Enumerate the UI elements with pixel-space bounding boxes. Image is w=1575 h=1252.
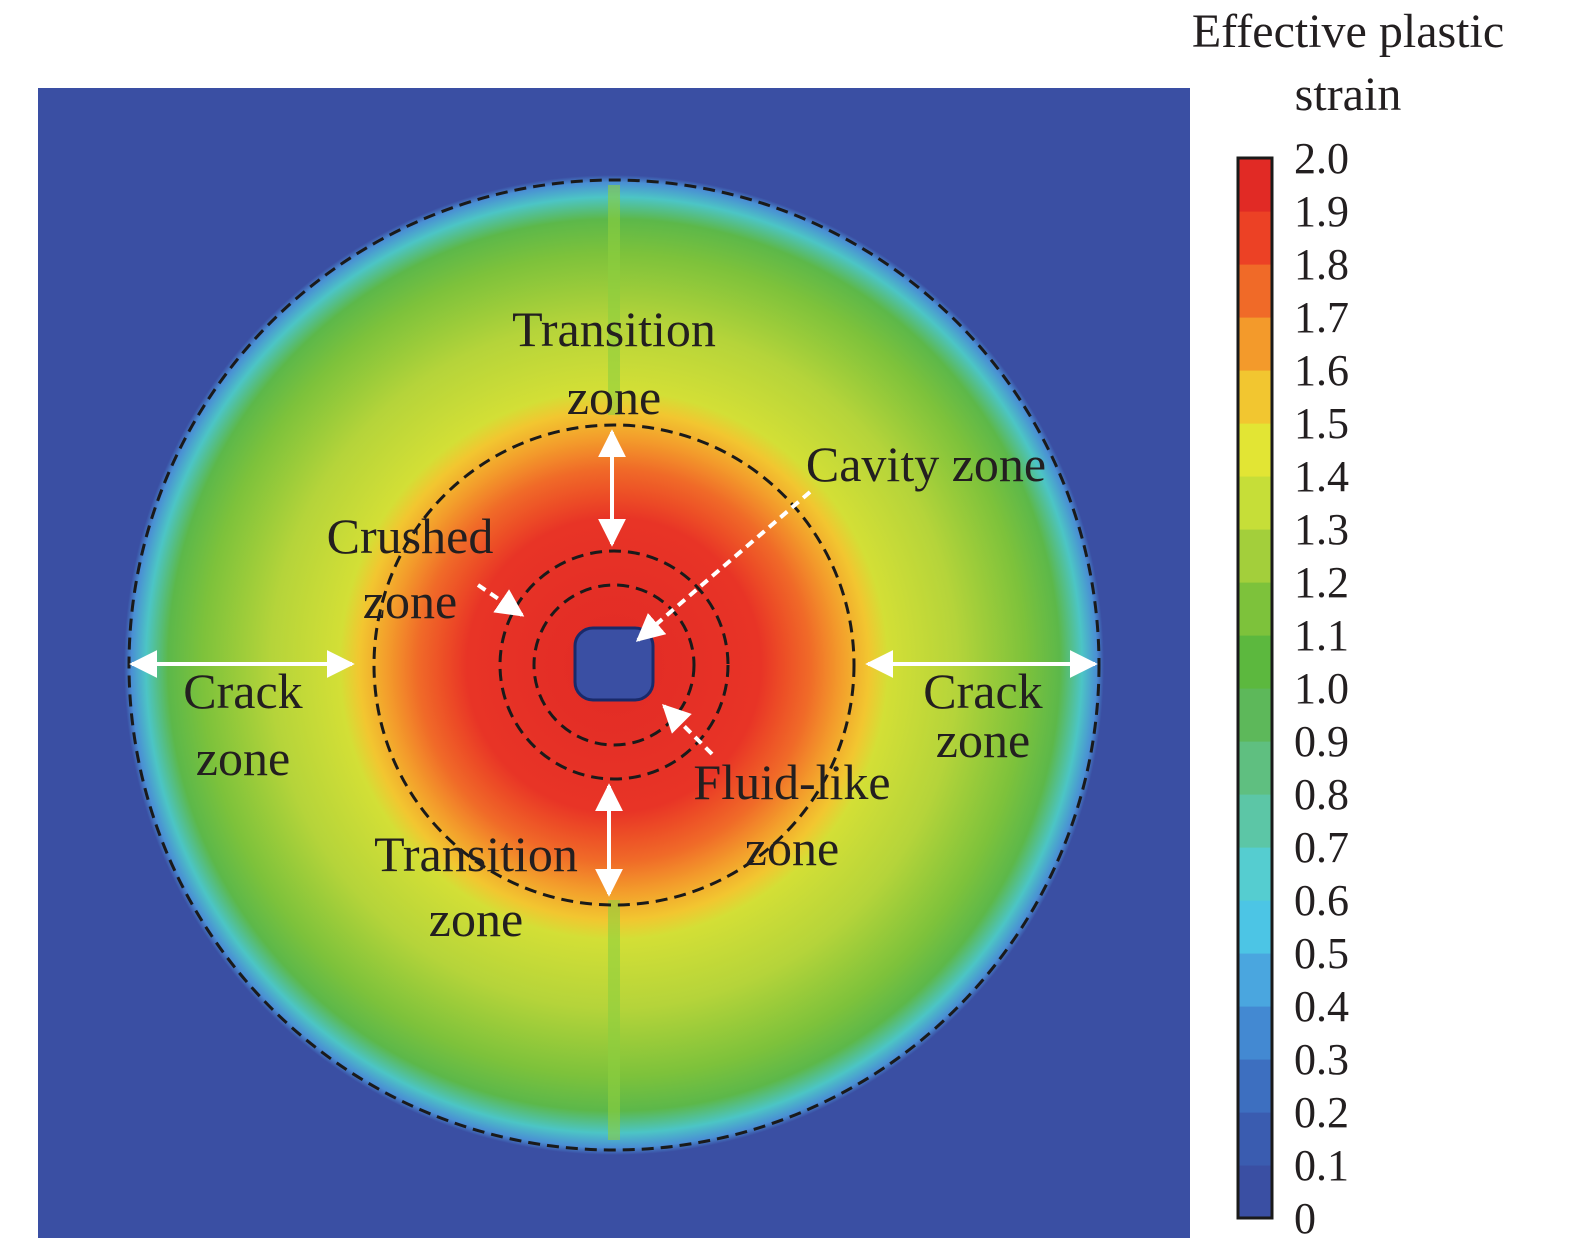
colorbar-tick-label: 1.1 [1294,611,1349,660]
colorbar-band [1238,794,1272,848]
colorbar: Effective plastic strain 2.01.91.81.71.6… [1192,5,1504,1243]
colorbar-frame [1236,156,1274,1220]
colorbar-band [1238,317,1272,371]
colorbar-band [1238,370,1272,424]
colorbar-tick-label: 0.4 [1294,982,1349,1031]
colorbar-band [1238,688,1272,742]
crack-streak-top [608,185,620,415]
colorbar-band [1238,158,1272,212]
label-crack-right-2: zone [936,712,1030,768]
colorbar-band [1238,953,1272,1007]
colorbar-band [1238,423,1272,477]
crack-streak-bottom [608,900,620,1140]
colorbar-title-line1: Effective plastic [1192,5,1504,58]
boundary-crushed-outer [372,423,856,907]
label-transition-bottom-2: zone [429,891,523,947]
colorbar-band [1238,847,1272,901]
colorbar-band [1238,1006,1272,1060]
label-crack-right-1: Crack [923,663,1042,719]
colorbar-tick-label: 1.7 [1294,293,1349,342]
colorbar-tick-label: 1.2 [1294,558,1349,607]
colorbar-tick-label: 1.4 [1294,452,1349,501]
colorbar-band [1238,476,1272,530]
label-crushed-1: Crushed [327,508,494,564]
label-transition-bottom-1: Transition [374,826,578,882]
label-fluid-2: zone [745,820,839,876]
label-transition-top-2: zone [567,369,661,425]
colorbar-band [1238,635,1272,689]
colorbar-band [1238,264,1272,318]
colorbar-tick-label: 0.9 [1294,717,1349,766]
colorbar-tick-label: 0 [1294,1194,1316,1243]
arrow-fluid [662,704,714,756]
cavity-core [573,626,655,702]
label-transition-top-1: Transition [512,301,716,357]
colorbar-tick-label: 1.0 [1294,664,1349,713]
zone-labels: Transition zone Cavity zone Crushed zone… [183,301,1046,947]
boundary-cavity-outer [532,583,696,747]
label-cavity: Cavity zone [806,436,1046,492]
colorbar-tick-labels: 2.01.91.81.71.61.51.41.31.21.11.00.90.80… [1294,134,1349,1243]
zone-boundaries [127,178,1101,1152]
colorbar-band [1238,582,1272,636]
colorbar-tick-label: 0.6 [1294,876,1349,925]
colorbar-tick-label: 0.2 [1294,1088,1349,1137]
colorbar-bands [1238,158,1272,1219]
arrow-cavity [635,490,812,642]
colorbar-band [1238,1165,1272,1219]
colorbar-band [1238,900,1272,954]
arrow-crushed [476,583,525,617]
colorbar-band [1238,529,1272,583]
label-fluid-1: Fluid-like [693,754,890,810]
colorbar-band [1238,741,1272,795]
colorbar-band [1238,211,1272,265]
colorbar-tick-label: 1.9 [1294,187,1349,236]
boundary-fluid-outer [498,549,730,781]
colorbar-tick-label: 1.3 [1294,505,1349,554]
colorbar-tick-label: 1.6 [1294,346,1349,395]
colorbar-tick-label: 1.8 [1294,240,1349,289]
colorbar-tick-label: 0.3 [1294,1035,1349,1084]
colorbar-tick-label: 0.5 [1294,929,1349,978]
colorbar-tick-label: 0.1 [1294,1141,1349,1190]
colorbar-tick-label: 0.8 [1294,770,1349,819]
annotation-arrows [129,429,1098,897]
colorbar-tick-label: 0.7 [1294,823,1349,872]
colorbar-band [1238,1112,1272,1166]
colorbar-tick-label: 1.5 [1294,399,1349,448]
label-crack-left-1: Crack [183,663,302,719]
colorbar-band [1238,1059,1272,1113]
label-crack-left-2: zone [196,730,290,786]
boundary-crack-outer [127,178,1101,1152]
colorbar-tick-label: 2.0 [1294,134,1349,183]
label-crushed-2: zone [363,573,457,629]
colorbar-title-line2: strain [1295,68,1402,121]
